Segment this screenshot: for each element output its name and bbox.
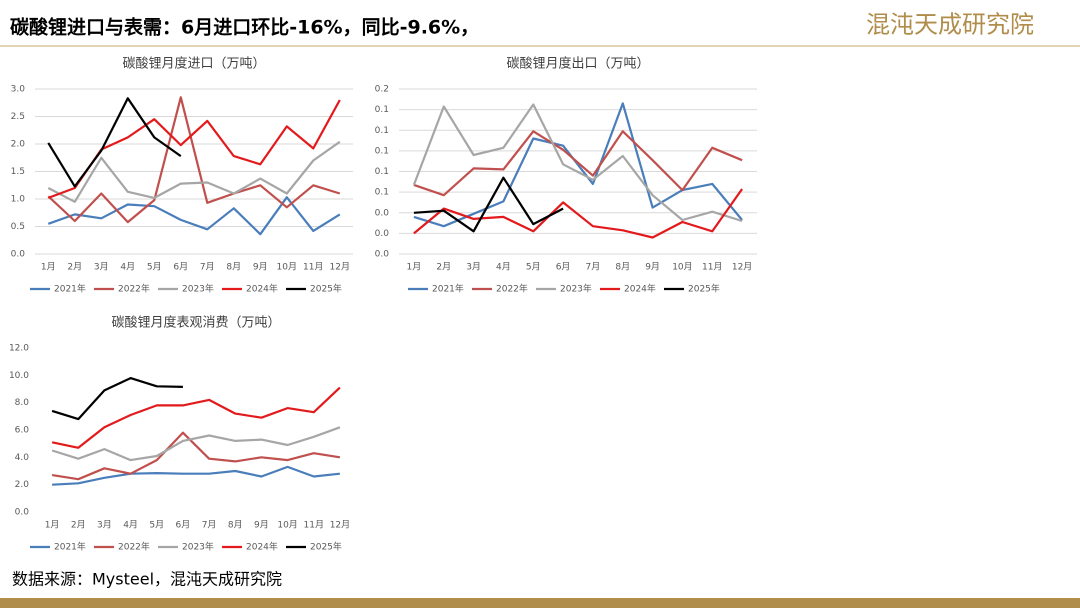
y-tick-label: 0.5: [11, 222, 25, 232]
x-tick-label: 6月: [176, 520, 191, 531]
x-tick-label: 11月: [702, 262, 722, 273]
x-tick-label: 7月: [586, 262, 601, 273]
series-line: [47, 140, 341, 203]
x-tick-label: 2月: [67, 262, 82, 273]
x-tick-label: 7月: [200, 262, 215, 273]
chart-title: 碳酸锂月度进口（万吨）: [122, 56, 265, 72]
legend-label: 2021年: [54, 283, 86, 295]
series-line: [413, 130, 743, 197]
y-tick-label: 6.0: [15, 426, 30, 436]
y-tick-label: 2.0: [15, 480, 30, 490]
y-tick-label: 10.0: [9, 371, 29, 381]
y-tick-label: 0.0: [375, 229, 390, 239]
y-tick-label: 0.0: [11, 250, 26, 260]
footer-bar: [0, 598, 1080, 608]
series-line: [51, 377, 183, 421]
chart-title: 碳酸锂月度表观消费（万吨）: [111, 315, 280, 331]
legend-label: 2025年: [310, 283, 342, 295]
series-line: [52, 465, 341, 486]
y-tick-label: 4.0: [15, 453, 30, 463]
legend-label: 2021年: [54, 541, 86, 553]
legend-label: 2022年: [118, 283, 150, 295]
y-tick-label: 1.0: [11, 195, 26, 205]
series-line: [51, 426, 341, 462]
x-tick-label: 2月: [436, 262, 451, 273]
y-tick-label: 0.1: [375, 105, 389, 115]
x-tick-label: 12月: [330, 520, 350, 531]
y-tick-label: 2.5: [11, 112, 25, 122]
series-line: [51, 386, 341, 449]
slide-title: 碳酸锂进口与表需：6月进口环比-16%，同比-9.6%，: [10, 16, 479, 39]
legend-label: 2024年: [624, 283, 656, 295]
x-tick-label: 11月: [304, 520, 324, 531]
x-tick-label: 8月: [226, 262, 241, 273]
legend-label: 2021年: [432, 283, 464, 295]
x-tick-label: 10月: [672, 262, 692, 273]
x-tick-label: 1月: [45, 520, 60, 531]
x-tick-label: 11月: [303, 262, 323, 273]
legend-label: 2023年: [182, 283, 214, 295]
x-tick-label: 9月: [645, 262, 660, 273]
source: 数据来源：Mysteel，混沌天成研究院: [12, 570, 282, 589]
legend-label: 2024年: [246, 541, 278, 553]
legend-label: 2024年: [246, 283, 278, 295]
y-tick-label: 0.1: [375, 126, 389, 136]
series-line: [413, 188, 743, 239]
legend-label: 2025年: [310, 541, 342, 553]
legend-label: 2023年: [560, 283, 592, 295]
y-tick-label: 0.1: [375, 146, 389, 156]
series-line: [47, 96, 341, 224]
y-tick-label: 0.1: [375, 167, 389, 177]
series-line: [51, 431, 341, 481]
y-tick-label: 0.0: [375, 250, 390, 260]
x-tick-label: 8月: [228, 520, 243, 531]
y-tick-label: 8.0: [15, 398, 30, 408]
x-tick-label: 4月: [123, 520, 138, 531]
x-tick-label: 9月: [254, 520, 269, 531]
chart-title: 碳酸锂月度出口（万吨）: [506, 56, 649, 72]
series-line: [413, 176, 564, 233]
x-tick-label: 8月: [615, 262, 630, 273]
series-line: [413, 102, 743, 228]
y-tick-label: 0.0: [375, 208, 390, 218]
x-tick-label: 6月: [173, 262, 188, 273]
legend-label: 2022年: [496, 283, 528, 295]
x-tick-label: 9月: [253, 262, 268, 273]
x-tick-label: 5月: [526, 262, 541, 273]
x-tick-label: 4月: [496, 262, 511, 273]
y-tick-label: 12.0: [9, 344, 29, 354]
y-tick-label: 0.2: [375, 85, 389, 95]
x-tick-label: 12月: [330, 262, 350, 273]
x-tick-label: 10月: [277, 520, 297, 531]
x-tick-label: 5月: [149, 520, 164, 531]
x-tick-label: 5月: [147, 262, 162, 273]
x-tick-label: 7月: [202, 520, 217, 531]
series-line: [412, 103, 743, 223]
legend-label: 2023年: [182, 541, 214, 553]
x-tick-label: 3月: [94, 262, 109, 273]
x-tick-label: 4月: [120, 262, 135, 273]
x-tick-label: 3月: [466, 262, 481, 273]
y-tick-label: 3.0: [11, 85, 26, 95]
x-tick-label: 10月: [277, 262, 297, 273]
x-tick-label: 12月: [732, 262, 752, 273]
legend-label: 2025年: [688, 283, 720, 295]
series-line: [47, 97, 182, 188]
x-tick-label: 1月: [41, 262, 56, 273]
y-tick-label: 1.5: [11, 167, 25, 177]
y-tick-label: 0.1: [375, 188, 389, 198]
x-tick-label: 3月: [97, 520, 112, 531]
x-tick-label: 6月: [556, 262, 571, 273]
logo: 混沌天成研究院: [866, 11, 1034, 39]
x-tick-label: 1月: [407, 262, 422, 273]
y-tick-label: 0.0: [15, 508, 30, 518]
x-tick-label: 2月: [71, 520, 86, 531]
legend-label: 2022年: [118, 541, 150, 553]
y-tick-label: 2.0: [11, 140, 26, 150]
